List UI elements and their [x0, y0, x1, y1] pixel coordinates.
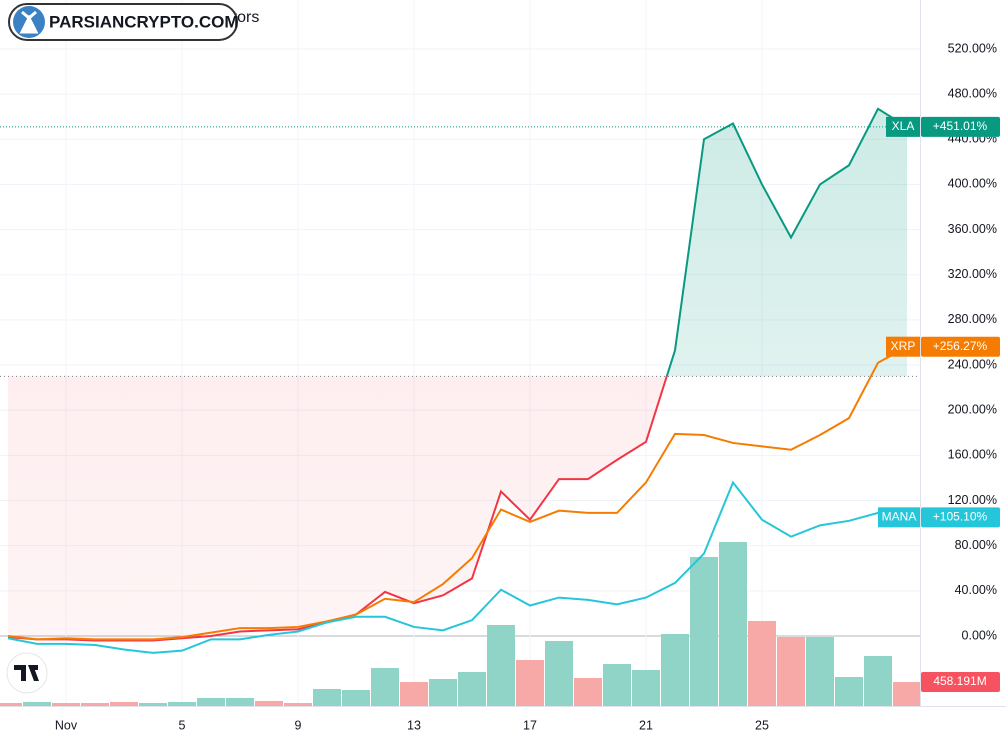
- series-name-tag: [878, 507, 920, 528]
- volume-bar: [806, 636, 834, 706]
- x-tick-label: 5: [179, 718, 186, 732]
- y-tick-label: 160.00%: [948, 448, 997, 462]
- volume-bar: [284, 703, 312, 706]
- tv-logo: [6, 652, 48, 694]
- y-tick-label: 280.00%: [948, 312, 997, 326]
- volume-bar: [516, 659, 544, 706]
- volume-bar: [864, 655, 892, 706]
- volume-pane: [0, 542, 920, 706]
- volume-bar: [168, 702, 196, 706]
- series-line: [665, 107, 908, 377]
- value-tag: [921, 336, 1000, 357]
- volume-bar: [458, 672, 486, 706]
- volume-bar: [23, 702, 51, 706]
- x-tick-label: 21: [639, 718, 653, 732]
- brand-logo: PARSIANCRYPTO.COM: [8, 3, 239, 41]
- volume-bar: [52, 703, 80, 706]
- volume-bar: [342, 689, 370, 706]
- series-name-tag: [886, 336, 920, 357]
- y-tick-label: 400.00%: [948, 177, 997, 191]
- volume-bar: [81, 703, 109, 706]
- volume-bar: [0, 703, 22, 706]
- series-name: XRP: [891, 339, 916, 353]
- series-line: [7, 480, 908, 654]
- volume-bar: [110, 702, 138, 706]
- area-above: [8, 108, 907, 377]
- value-label: +256.27%: [933, 339, 988, 353]
- series-name: MANA: [882, 510, 917, 524]
- y-tick-label: 0.00%: [962, 628, 997, 642]
- volume-bar: [690, 556, 718, 706]
- axes: 0.00% 40.00% 80.00% 120.00% 160.00% 200.00% 24…: [55, 41, 997, 732]
- volume-bar: [777, 636, 805, 706]
- volume-bar: [313, 688, 341, 706]
- y-tick-label: 360.00%: [948, 222, 997, 236]
- volume-bar: [893, 682, 920, 706]
- brand-text: PARSIANCRYPTO.COM: [49, 12, 239, 31]
- volume-bar: [632, 669, 660, 706]
- volume-bar: [748, 620, 776, 706]
- x-tick-label: 9: [295, 718, 302, 732]
- y-tick-label: 40.00%: [955, 583, 997, 597]
- volume-bar: [226, 697, 254, 706]
- series-line: [7, 376, 668, 642]
- x-tick-label: Nov: [55, 718, 78, 732]
- value-label: +451.01%: [933, 119, 988, 133]
- y-tick-label: 240.00%: [948, 357, 997, 371]
- series-line: [7, 345, 908, 641]
- value-tag: [921, 116, 1000, 137]
- value-label: 458.191M: [933, 674, 986, 688]
- volume-bar: [603, 664, 631, 706]
- volume-bar: [545, 640, 573, 706]
- volume-bar: [661, 634, 689, 706]
- y-tick-label: 120.00%: [948, 493, 997, 507]
- value-tag: [921, 672, 1000, 693]
- x-tick-label: 25: [755, 718, 769, 732]
- volume-bar: [429, 678, 457, 706]
- volume-bar: [400, 682, 428, 706]
- volume-bar: [835, 676, 863, 706]
- series-name: XLA: [892, 119, 915, 133]
- series-name-tag: [886, 116, 920, 137]
- price-tags: XLA +451.01% XRP +256.27% MANA +105.10% 458.19…: [878, 116, 1000, 693]
- x-tick-label: 17: [523, 718, 537, 732]
- volume-bar: [574, 677, 602, 706]
- y-tick-label: 480.00%: [948, 86, 997, 100]
- volume-bar: [719, 542, 747, 706]
- area-below: [8, 376, 667, 641]
- volume-bar: [371, 667, 399, 706]
- volume-bar: [487, 625, 515, 706]
- y-tick-label: 520.00%: [948, 41, 997, 55]
- volume-bar: [255, 700, 283, 706]
- volume-bar: [197, 697, 225, 706]
- y-tick-label: 200.00%: [948, 403, 997, 417]
- volume-bar: [139, 703, 167, 706]
- x-tick-label: 13: [407, 718, 421, 732]
- value-tag: [921, 507, 1000, 528]
- plot: [0, 107, 920, 654]
- y-tick-label: 320.00%: [948, 267, 997, 281]
- y-tick-label: 80.00%: [955, 538, 997, 552]
- value-label: +105.10%: [933, 510, 988, 524]
